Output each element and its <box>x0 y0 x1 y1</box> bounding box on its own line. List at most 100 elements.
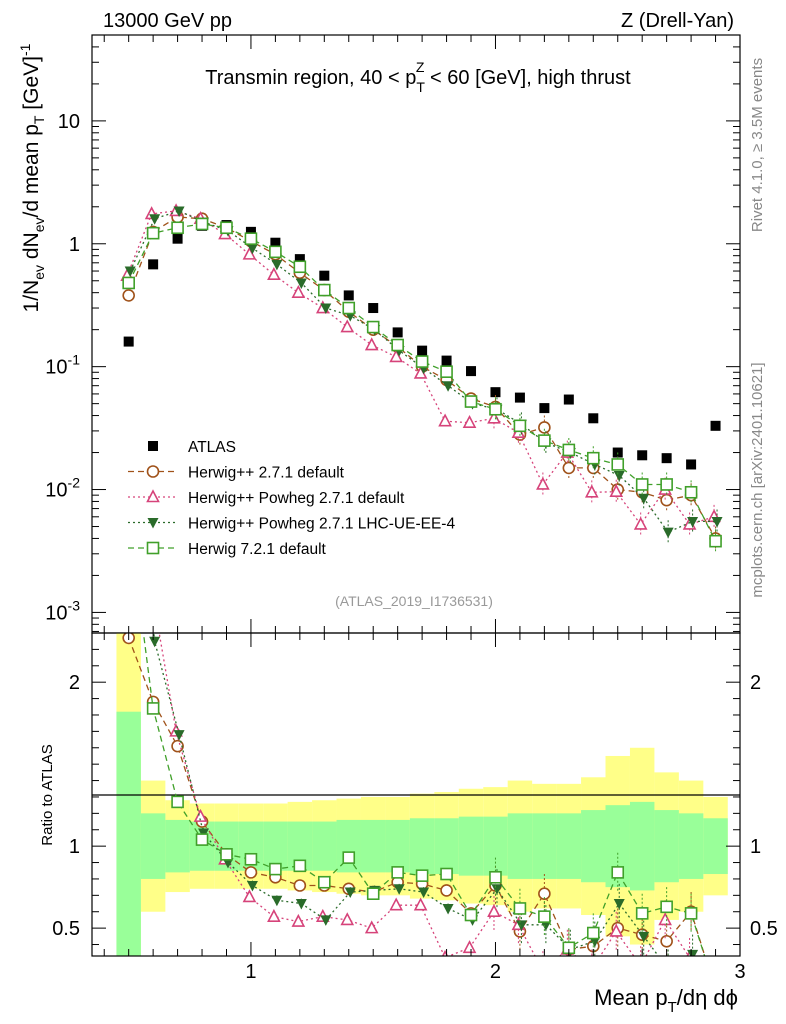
ratio-point-powheg_default <box>291 913 306 927</box>
point-herwig7 <box>244 232 258 245</box>
y-axis-label: 1/Nev dNev/d mean pT [GeV]-1 <box>17 43 47 312</box>
point-atlas <box>661 453 672 464</box>
band-inner-bin <box>532 813 557 879</box>
y-tick-base: 1 <box>69 234 80 256</box>
ratio-point-herwigpp <box>293 879 307 892</box>
point-powheg_ue <box>271 259 283 271</box>
point-atlas <box>368 303 379 314</box>
ratio-point-powheg_default <box>462 940 477 954</box>
ratio-point-powheg_default <box>146 583 157 594</box>
ratio-y-tick-label-right: 2 <box>750 672 761 694</box>
point-atlas <box>123 336 134 347</box>
point-powheg_default <box>609 483 624 498</box>
ylabel-a: 1/N <box>20 280 43 313</box>
ratio-point-herwig7 <box>391 866 404 879</box>
chart-title-pre: Transmin region, 40 < p <box>205 67 416 89</box>
point-herwig7 <box>318 283 331 297</box>
ratio-point-herwig7 <box>366 887 380 900</box>
ratio-point-herwigpp <box>171 739 184 753</box>
ratio-point-herwig7 <box>171 795 184 809</box>
band-inner-bin <box>165 819 190 873</box>
point-atlas <box>417 345 428 356</box>
point-herwig7 <box>586 451 600 465</box>
legend-marker-powheg_default <box>146 489 160 503</box>
ratio-point-powheg_ue <box>638 931 650 943</box>
point-herwig7 <box>269 245 282 259</box>
band-inner-bin <box>703 818 728 875</box>
point-atlas <box>319 270 330 281</box>
ratio-y-tick-label: 0.5 <box>52 918 80 940</box>
point-powheg_ue <box>613 471 625 482</box>
point-herwigpp <box>538 421 551 434</box>
ratio-point-herwig7 <box>269 862 282 876</box>
ratio-point-herwigpp <box>440 884 453 897</box>
ratio-point-powheg_ue <box>173 730 185 741</box>
ratio-axis-ticks: 0.5 0.5 1 1 2 2 1 2 3 <box>52 633 778 983</box>
point-atlas <box>245 226 256 237</box>
ratio-point-powheg_default <box>635 960 646 971</box>
ratio-point-powheg_default <box>364 920 379 934</box>
band-inner-bin <box>116 711 141 956</box>
energy-label: 13000 GeV pp <box>103 10 232 32</box>
ratio-point-herwig7 <box>220 848 233 861</box>
x-tick-label: 2 <box>490 961 501 983</box>
point-herwig7 <box>220 221 233 235</box>
point-powheg_default <box>438 413 452 427</box>
point-herwig7 <box>195 217 209 231</box>
point-powheg_default <box>389 349 403 363</box>
ratio-point-powheg_ue <box>515 920 527 931</box>
ratio-point-powheg_default <box>340 912 355 926</box>
point-powheg_ue <box>124 266 136 278</box>
ratio-point-herwig7 <box>440 867 453 881</box>
point-powheg_ue <box>246 243 258 255</box>
ratio-point-powheg_ue <box>295 899 307 910</box>
ylabel-a-sub: ev <box>31 265 47 280</box>
point-herwig7 <box>440 365 453 378</box>
ratio-point-powheg_default <box>413 897 428 911</box>
ylabel-d: [GeV] <box>20 56 43 116</box>
point-herwig7 <box>464 395 478 408</box>
point-powheg_ue <box>687 516 699 528</box>
series-powheg_default <box>120 203 721 537</box>
point-herwig7 <box>538 434 551 447</box>
ratio-series-herwig7 <box>142 633 706 956</box>
point-powheg_ue <box>442 381 454 392</box>
ratio-uncertainty-bands <box>116 633 728 956</box>
point-atlas <box>343 290 354 301</box>
ylabel-b: dN <box>20 232 43 265</box>
source-label: mcplots.cern.ch [arXiv:2401.10621] <box>749 362 766 597</box>
legend: ATLAS Herwig++ 2.7.1 default Herwig++ Powh… <box>128 439 455 558</box>
point-powheg_default <box>536 476 550 490</box>
point-atlas <box>466 366 477 377</box>
ratio-panel: 0.5 0.5 1 1 2 2 1 2 3 Ratio to ATLAS Mean pT/dη … <box>39 391 778 1016</box>
ylabel-d-sup: -1 <box>17 43 33 56</box>
ratio-point-powheg_ue <box>393 884 405 895</box>
ratio-point-powheg_ue <box>271 895 283 907</box>
ratio-point-herwig7 <box>660 900 673 914</box>
legend-entry-powheg_ue: Herwig++ Powheg 2.7.1 LHC-UE-EE-4 <box>128 516 455 533</box>
y-tick-label: 1 <box>69 234 80 256</box>
ratio-point-powheg_default <box>389 897 403 911</box>
ratio-point-powheg_ue <box>687 949 699 956</box>
y-tick-label: 10-3 <box>45 597 80 624</box>
point-herwig7 <box>146 226 160 240</box>
ratio-point-powheg_ue <box>125 391 136 402</box>
band-inner-bin <box>629 801 655 891</box>
band-inner-bin <box>434 818 459 875</box>
band-inner-bin <box>140 813 166 879</box>
y-tick-label: 10-2 <box>45 475 80 502</box>
ratio-y-tick-label-right: 1 <box>750 836 761 858</box>
legend-label-powheg_ue: Herwig++ Powheg 2.7.1 LHC-UE-EE-4 <box>188 516 455 533</box>
point-powheg_default <box>364 337 379 351</box>
ratio-frame <box>91 632 741 957</box>
y-tick-exp: -3 <box>68 597 81 613</box>
point-powheg_ue <box>711 516 723 528</box>
band-inner-bin <box>385 819 410 873</box>
ylabel-c: /d mean p <box>20 124 43 217</box>
point-herwig7 <box>171 221 184 235</box>
point-herwig7 <box>293 260 307 274</box>
ratio-point-powheg_ue <box>589 936 601 948</box>
legend-marker-herwig7 <box>146 541 160 555</box>
